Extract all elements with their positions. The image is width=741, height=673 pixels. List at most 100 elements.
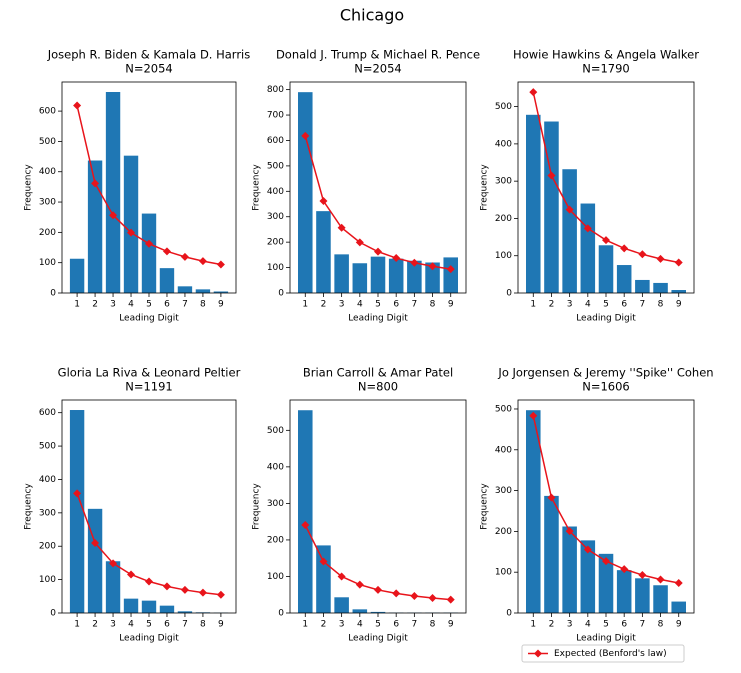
x-tick-label: 3 xyxy=(567,620,573,630)
x-tick-label: 1 xyxy=(74,620,80,630)
axes-frame xyxy=(517,81,695,294)
subplot-title: Joseph R. Biden & Kamala D. Harris xyxy=(47,48,251,62)
bar xyxy=(616,265,632,293)
x-tick-label: 9 xyxy=(218,620,224,630)
y-axis-label: Frequency xyxy=(252,483,262,530)
expected-marker xyxy=(674,579,683,588)
y-tick-label: 0 xyxy=(50,289,56,299)
y-tick-label: 0 xyxy=(506,609,512,619)
y-tick-label: 600 xyxy=(39,107,56,117)
y-tick-label: 500 xyxy=(39,442,56,452)
expected-marker xyxy=(145,577,153,586)
y-tick-label: 400 xyxy=(495,139,512,149)
x-tick-label: 9 xyxy=(448,620,454,630)
subplot-subtitle: N=2054 xyxy=(354,62,402,76)
x-axis-label: Leading Digit xyxy=(576,634,636,644)
y-tick-label: 300 xyxy=(39,198,56,208)
expected-marker xyxy=(529,88,538,97)
bar xyxy=(635,279,650,293)
expected-marker xyxy=(216,590,225,599)
y-tick-label: 500 xyxy=(267,426,284,436)
bar xyxy=(69,410,85,613)
expected-marker xyxy=(547,493,556,502)
x-tick-label: 6 xyxy=(164,300,170,310)
bar xyxy=(544,495,559,613)
y-tick-label: 500 xyxy=(495,102,512,112)
figure-title: Chicago xyxy=(340,6,404,25)
x-tick-label: 3 xyxy=(339,300,345,310)
y-tick-label: 700 xyxy=(267,111,284,121)
bar xyxy=(580,203,596,293)
x-tick-label: 7 xyxy=(411,620,417,630)
y-tick-label: 400 xyxy=(39,475,56,485)
bar xyxy=(334,254,349,293)
expected-marker xyxy=(127,228,136,237)
bar xyxy=(123,155,139,293)
legend-marker xyxy=(534,649,542,658)
y-tick-label: 600 xyxy=(39,408,56,418)
x-tick-label: 7 xyxy=(411,300,417,310)
subplot-title: Howie Hawkins & Angela Walker xyxy=(513,48,699,62)
bar xyxy=(334,597,349,613)
expected-marker xyxy=(198,257,207,266)
bar xyxy=(562,526,577,613)
x-tick-label: 1 xyxy=(302,620,308,630)
bar xyxy=(213,291,229,293)
x-tick-label: 5 xyxy=(603,300,609,310)
y-tick-label: 100 xyxy=(267,572,284,582)
subplot-title: Jo Jorgensen & Jeremy ''Spike'' Cohen xyxy=(497,366,713,380)
bar xyxy=(105,561,121,613)
x-tick-label: 2 xyxy=(92,300,98,310)
axes-frame xyxy=(289,399,467,614)
x-tick-label: 2 xyxy=(92,620,98,630)
subplot-subtitle: N=800 xyxy=(358,380,398,394)
subplot-title: Gloria La Riva & Leonard Peltier xyxy=(58,366,241,380)
y-tick-label: 800 xyxy=(267,85,284,95)
bar xyxy=(123,598,139,613)
x-tick-label: 9 xyxy=(676,300,682,310)
y-tick-label: 300 xyxy=(495,177,512,187)
expected-marker xyxy=(374,247,382,256)
y-tick-label: 0 xyxy=(278,609,284,619)
x-tick-label: 4 xyxy=(357,620,363,630)
x-axis-label: Leading Digit xyxy=(119,634,179,644)
x-tick-label: 8 xyxy=(430,620,436,630)
x-tick-label: 2 xyxy=(549,300,555,310)
bar xyxy=(635,578,650,613)
y-tick-label: 400 xyxy=(267,462,284,472)
x-tick-label: 7 xyxy=(639,300,645,310)
bar xyxy=(105,92,121,294)
x-tick-label: 1 xyxy=(530,300,536,310)
legend-label: Expected (Benford's law) xyxy=(554,649,667,659)
x-tick-label: 8 xyxy=(658,300,664,310)
y-tick-label: 200 xyxy=(495,527,512,537)
x-tick-label: 5 xyxy=(375,300,381,310)
bar xyxy=(370,611,386,613)
expected-marker xyxy=(91,538,100,547)
expected-marker xyxy=(109,211,118,220)
expected-marker xyxy=(392,589,401,598)
y-tick-label: 200 xyxy=(39,228,56,238)
x-tick-label: 4 xyxy=(585,300,591,310)
expected-marker xyxy=(428,594,437,603)
bar xyxy=(598,553,614,613)
expected-marker xyxy=(355,580,364,589)
y-tick-label: 200 xyxy=(267,238,284,248)
x-axis-label: Leading Digit xyxy=(348,634,408,644)
expected-marker xyxy=(355,238,364,247)
x-axis-label: Leading Digit xyxy=(348,314,408,324)
bar xyxy=(352,609,368,613)
x-tick-label: 6 xyxy=(393,300,399,310)
bar xyxy=(388,258,404,293)
bar xyxy=(69,258,85,293)
bar xyxy=(352,263,368,293)
x-tick-label: 4 xyxy=(128,300,134,310)
expected-marker xyxy=(602,557,610,566)
y-tick-label: 0 xyxy=(50,609,56,619)
expected-marker xyxy=(656,254,665,263)
bar xyxy=(177,286,193,293)
expected-marker xyxy=(410,258,419,267)
x-axis-label: Leading Digit xyxy=(119,314,179,324)
bar xyxy=(407,260,422,293)
y-tick-label: 400 xyxy=(39,167,56,177)
